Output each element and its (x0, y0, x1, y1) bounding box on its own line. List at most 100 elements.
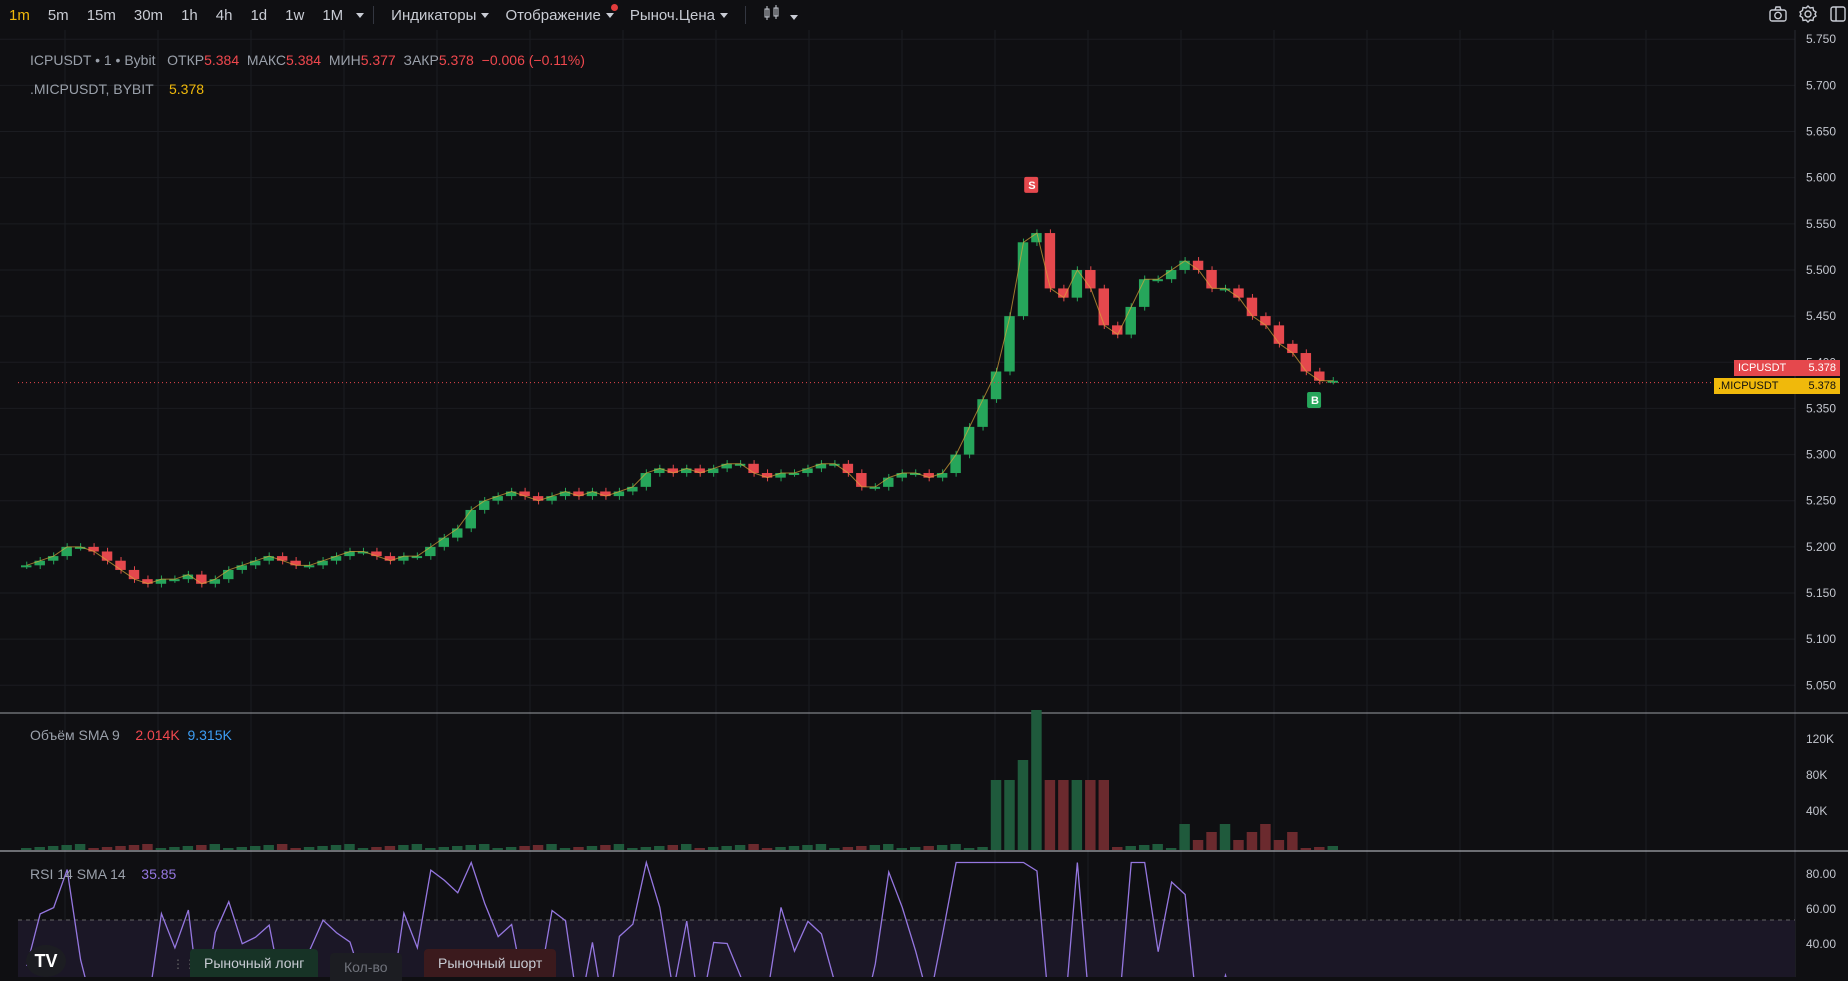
volume-bar (1287, 832, 1298, 850)
volume-bar (977, 847, 988, 850)
candle-body (896, 473, 907, 478)
settings-icon[interactable] (1798, 4, 1818, 24)
candle-body (519, 491, 530, 497)
volume-bar (654, 846, 665, 850)
candle-body (802, 468, 813, 474)
timeframe-1w[interactable]: 1w (285, 6, 305, 24)
volume-bar (681, 844, 692, 850)
volume-sma-value: 9.315K (187, 727, 232, 743)
candle-body (600, 491, 611, 497)
price-axis-label: 5.050 (1806, 678, 1836, 692)
timeframe-1M[interactable]: 1M (322, 6, 344, 24)
candle-body (1152, 279, 1163, 282)
volume-bar (492, 848, 503, 850)
indicators-menu[interactable]: Индикаторы (391, 7, 490, 24)
change-value: −0.006 (−0.11%) (481, 52, 585, 68)
chart-canvas[interactable]: 5.7505.7005.6505.6005.5505.5005.4505.400… (0, 30, 1848, 977)
volume-bar (802, 845, 813, 850)
price-axis-label: 5.100 (1806, 632, 1836, 646)
volume-bar (505, 847, 517, 850)
toolbar-divider (744, 6, 746, 24)
candle-body (21, 565, 32, 568)
candle-body (707, 468, 719, 474)
candle-body (532, 496, 544, 501)
candle-body (1273, 325, 1285, 344)
price-axis-label: 5.650 (1806, 125, 1836, 139)
index-tag-price: 5.378 (1808, 380, 1836, 392)
chevron-down-icon (481, 13, 490, 19)
candle-body (249, 560, 261, 566)
candle-body (1004, 316, 1015, 372)
symbol-tag-label: ICPUSDT (1738, 362, 1787, 374)
price-type-menu[interactable]: Рыноч.Цена (630, 7, 728, 24)
timeframe-15m[interactable]: 15m (86, 6, 116, 24)
volume-bar (155, 848, 167, 850)
candle-body (829, 463, 840, 466)
volume-bar (1098, 780, 1110, 850)
volume-bar (1327, 846, 1338, 850)
volume-bar (1138, 845, 1150, 850)
volume-bar (546, 844, 557, 850)
candle-body (438, 537, 450, 547)
symbol-label[interactable]: ICPUSDT • 1 • Bybit (30, 52, 156, 68)
volume-bar (1031, 710, 1042, 850)
volume-bar (276, 844, 288, 850)
volume-bar (317, 846, 328, 850)
rsi-value: 35.85 (141, 866, 177, 882)
volume-bar (290, 848, 301, 850)
volume-axis-label: 40K (1806, 804, 1827, 818)
volume-bar (478, 844, 490, 850)
volume-bar (519, 846, 530, 850)
rsi-axis-label: 80.00 (1806, 867, 1836, 881)
candle-body (654, 468, 665, 474)
volume-bar (815, 844, 827, 850)
volume-bar (47, 846, 59, 850)
volume-label: Объём SMA 9 (30, 727, 120, 743)
volume-bar (532, 845, 544, 850)
candle-body (398, 556, 409, 561)
fullscreen-icon[interactable] (1828, 4, 1848, 24)
volume-bar (573, 847, 584, 850)
timeframe-1m[interactable]: 1m (9, 6, 30, 24)
candle-body (223, 569, 234, 580)
chart-type-menu[interactable] (763, 5, 799, 25)
volume-value: 2.014K (135, 727, 180, 743)
display-menu[interactable]: Отображение (505, 3, 618, 24)
volume-bar (748, 844, 759, 850)
timeframe-1d[interactable]: 1d (250, 6, 268, 24)
candle-body (290, 560, 301, 566)
timeframe-30m[interactable]: 30m (133, 6, 164, 24)
volume-bar (1152, 844, 1163, 850)
quantity-input[interactable]: Кол-во (330, 953, 402, 981)
chevron-down-icon (719, 13, 728, 19)
timeframe-5m[interactable]: 5m (47, 6, 69, 24)
candle-body (1314, 371, 1325, 381)
candle-body (425, 546, 436, 557)
candle-body (115, 560, 126, 570)
volume-bar (1085, 780, 1096, 850)
timeframe-more-icon[interactable] (356, 12, 365, 18)
camera-icon[interactable] (1768, 4, 1788, 24)
candle-body (317, 560, 328, 566)
chevron-down-icon (790, 14, 799, 20)
candle-body (815, 463, 827, 469)
volume-bar (896, 848, 907, 850)
timeframe-1h[interactable]: 1h (181, 6, 198, 24)
toolbar-divider (373, 6, 375, 24)
candle-body (990, 371, 1002, 400)
candle-body (182, 574, 194, 580)
timeframe-4h[interactable]: 4h (215, 6, 233, 24)
index-symbol[interactable]: .MICPUSDT, BYBIT (30, 81, 154, 97)
candle-body (977, 399, 988, 427)
volume-bar (1246, 832, 1258, 850)
buy-marker (1307, 391, 1322, 408)
open-label: ОТКР (167, 52, 205, 68)
candle-body (640, 473, 652, 487)
volume-bar (586, 846, 598, 850)
volume-bar (34, 847, 45, 850)
candle-body (546, 496, 557, 501)
volume-bar (734, 845, 746, 850)
market-long-button[interactable]: Рыночный лонг (190, 949, 319, 977)
volume-bar (209, 844, 221, 850)
market-short-button[interactable]: Рыночный шорт (424, 949, 557, 977)
